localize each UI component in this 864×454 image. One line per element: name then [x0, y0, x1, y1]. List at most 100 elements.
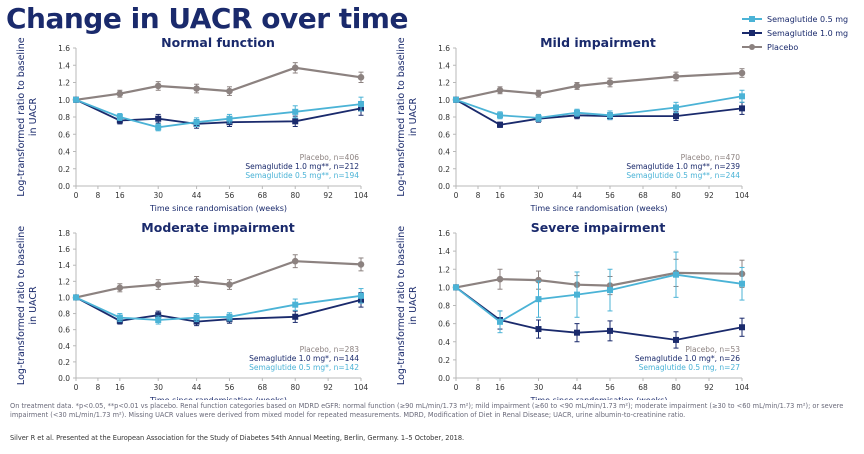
- data-point: [292, 313, 299, 320]
- data-point: [574, 329, 580, 336]
- data-point: [226, 87, 233, 95]
- x-tick-label: 56: [225, 191, 235, 200]
- x-tick-label: 30: [534, 191, 544, 200]
- data-point: [739, 280, 745, 287]
- x-tick-label: 92: [704, 191, 714, 200]
- y-tick-label: 0.4: [58, 342, 70, 351]
- x-tick-label: 92: [323, 191, 333, 200]
- page-title: Change in UACR over time: [6, 2, 408, 35]
- x-axis-label: Time since randomisation (weeks): [529, 204, 667, 213]
- data-point: [155, 124, 162, 131]
- data-point: [496, 275, 504, 283]
- data-point: [739, 105, 745, 112]
- x-tick-label: 104: [735, 191, 750, 200]
- data-point: [292, 301, 299, 308]
- y-tick-label: 1.0: [438, 283, 450, 292]
- x-tick-label: 30: [153, 383, 163, 392]
- data-point: [226, 115, 233, 122]
- y-tick-label: 0.2: [58, 358, 70, 367]
- y-tick-label: 1.4: [438, 61, 450, 70]
- data-point: [292, 108, 299, 115]
- data-point: [155, 115, 162, 122]
- y-tick-label: 0.0: [58, 182, 70, 191]
- data-point: [226, 281, 233, 288]
- data-point: [673, 336, 679, 343]
- x-tick-label: 44: [192, 383, 202, 392]
- y-tick-label: 1.6: [58, 245, 70, 254]
- x-tick-label: 92: [704, 383, 714, 392]
- data-point: [672, 73, 680, 80]
- data-point: [496, 86, 504, 94]
- n-label: Placebo, n=406: [300, 153, 360, 162]
- x-tick-label: 92: [323, 383, 333, 392]
- data-point: [357, 261, 365, 268]
- data-point: [226, 313, 233, 320]
- n-label: Semaglutide 1.0 mg*, n=144: [249, 354, 359, 363]
- x-tick-label: 0: [454, 191, 459, 200]
- x-tick-label: 8: [476, 191, 481, 200]
- legend-marker-s10: [742, 27, 762, 39]
- chart-panel-2: Mild impairment 0.0 0.2 0.4 0.6 0.8 1.0 1.2 1.4 1…: [396, 35, 749, 213]
- x-tick-label: 68: [638, 383, 648, 392]
- y-tick-label: 1.6: [438, 229, 450, 238]
- x-tick-label: 104: [354, 383, 369, 392]
- data-point: [607, 112, 613, 119]
- x-tick-label: 16: [495, 191, 505, 200]
- y-tick-label: 1.2: [58, 79, 70, 88]
- y-tick-label: 0.8: [58, 113, 70, 122]
- series-placebo: [72, 254, 365, 301]
- data-point: [453, 284, 459, 291]
- n-label: Semaglutide 1.0 mg**, n=239: [626, 162, 740, 171]
- footnote: On treatment data. *p<0.05, **p<0.01 vs …: [10, 402, 844, 419]
- y-tick-label: 1.4: [58, 61, 70, 70]
- y-tick-label: 1.2: [58, 277, 70, 286]
- n-label: Semaglutide 1.0 mg*, n=26: [635, 354, 740, 363]
- data-point: [116, 90, 124, 98]
- x-axis-label: Time since randomisation (weeks): [149, 204, 287, 213]
- series-placebo: [452, 258, 746, 296]
- y-tick-label: 0.0: [58, 374, 70, 383]
- x-tick-label: 30: [534, 383, 544, 392]
- data-point: [739, 324, 745, 331]
- x-tick-label: 44: [192, 191, 202, 200]
- data-point: [673, 271, 679, 278]
- series-s05: [453, 89, 745, 122]
- y-tick-label: 0.2: [438, 165, 450, 174]
- x-tick-label: 0: [74, 191, 79, 200]
- data-point: [453, 96, 459, 103]
- data-point: [193, 314, 200, 321]
- x-tick-label: 56: [605, 383, 615, 392]
- x-tick-label: 16: [115, 383, 125, 392]
- n-label: Semaglutide 0.5 mg*, n=142: [249, 363, 359, 372]
- data-point: [154, 281, 162, 288]
- x-tick-label: 8: [96, 383, 101, 392]
- x-tick-label: 56: [605, 191, 615, 200]
- series-placebo: [72, 62, 365, 104]
- n-label: Placebo, n=470: [681, 153, 741, 162]
- x-axis-label: Time since randomisation (weeks): [149, 396, 287, 400]
- x-tick-label: 16: [495, 383, 505, 392]
- x-tick-label: 44: [572, 383, 582, 392]
- data-point: [154, 82, 162, 90]
- n-label: Placebo, n=283: [300, 345, 360, 354]
- chart-title: Normal function: [161, 35, 275, 50]
- y-tick-label: 0.6: [438, 320, 450, 329]
- data-point: [358, 292, 364, 299]
- chart-title: Mild impairment: [540, 35, 656, 50]
- data-point: [155, 317, 162, 323]
- data-point: [535, 296, 542, 303]
- legend-marker-placebo: [742, 41, 762, 53]
- data-point: [116, 284, 124, 292]
- data-point: [291, 257, 299, 265]
- x-axis-label: Time since randomisation (weeks): [529, 396, 667, 400]
- data-point: [291, 64, 299, 72]
- x-tick-label: 8: [96, 191, 101, 200]
- y-tick-label: 0.6: [438, 130, 450, 139]
- data-point: [573, 82, 581, 90]
- charts-canvas: Normal function 0.0 0.2 0.4 0.6 0.8 1.0 1.2 1.4 1…: [16, 35, 749, 400]
- x-tick-label: 0: [74, 383, 79, 392]
- data-point: [497, 121, 503, 128]
- series-placebo: [452, 68, 746, 104]
- y-tick-label: 1.2: [438, 265, 450, 274]
- y-tick-label: 0.6: [58, 130, 70, 139]
